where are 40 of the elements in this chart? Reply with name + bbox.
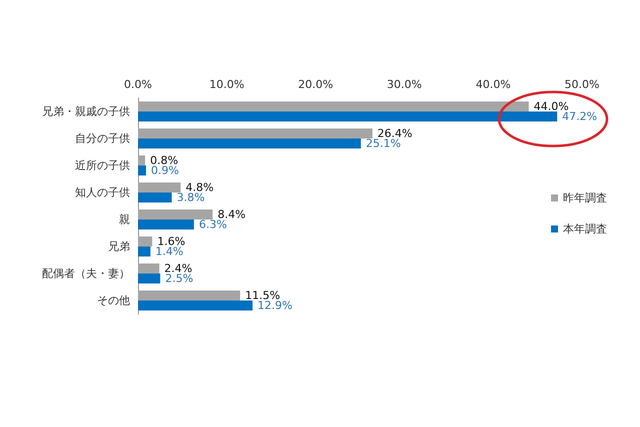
legend-label: 昨年調査 (563, 192, 607, 204)
data-label: 3.8% (176, 191, 205, 204)
data-label: 2.4% (164, 262, 192, 275)
y-tick-label: 近所の子供 (75, 159, 130, 172)
y-tick-label: 知人の子供 (75, 186, 130, 199)
y-tick-label: 配偶者（夫・妻） (42, 267, 130, 280)
x-tick-label: 0.0% (124, 78, 152, 91)
bar (138, 192, 172, 202)
legend-label: 本年調査 (563, 222, 607, 236)
bar (138, 246, 150, 256)
y-tick-label: 兄弟・親戚の子供 (42, 105, 130, 118)
data-label: 0.9% (150, 164, 179, 177)
data-label: 25.1% (366, 137, 401, 150)
x-tick-label: 50.0% (564, 78, 600, 91)
y-tick-label: 兄弟 (108, 240, 130, 253)
data-label: 8.4% (218, 208, 246, 221)
data-label: 0.8% (150, 154, 178, 167)
x-tick-label: 30.0% (386, 78, 422, 91)
data-label: 26.4% (377, 127, 412, 140)
data-label: 44.0% (534, 100, 569, 113)
data-label: 2.5% (165, 272, 194, 285)
bar (138, 138, 361, 148)
y-tick-label: その他 (97, 294, 130, 307)
y-tick-label: 親 (119, 213, 130, 226)
data-label: 4.8% (186, 181, 214, 194)
x-tick-label: 20.0% (298, 78, 334, 91)
data-label: 11.5% (245, 289, 280, 302)
bar (138, 112, 558, 122)
y-tick-label: 自分の子供 (75, 132, 130, 145)
bar (138, 220, 194, 230)
data-label: 47.2% (562, 110, 598, 123)
data-label: 12.9% (258, 299, 293, 312)
bar (138, 166, 146, 176)
data-label: 1.4% (155, 245, 184, 258)
bar (138, 274, 160, 284)
data-label: 6.3% (198, 218, 227, 231)
data-label: 1.6% (157, 235, 186, 248)
x-tick-label: 40.0% (476, 78, 511, 91)
x-tick-label: 10.0% (209, 78, 244, 91)
bar (138, 300, 253, 310)
